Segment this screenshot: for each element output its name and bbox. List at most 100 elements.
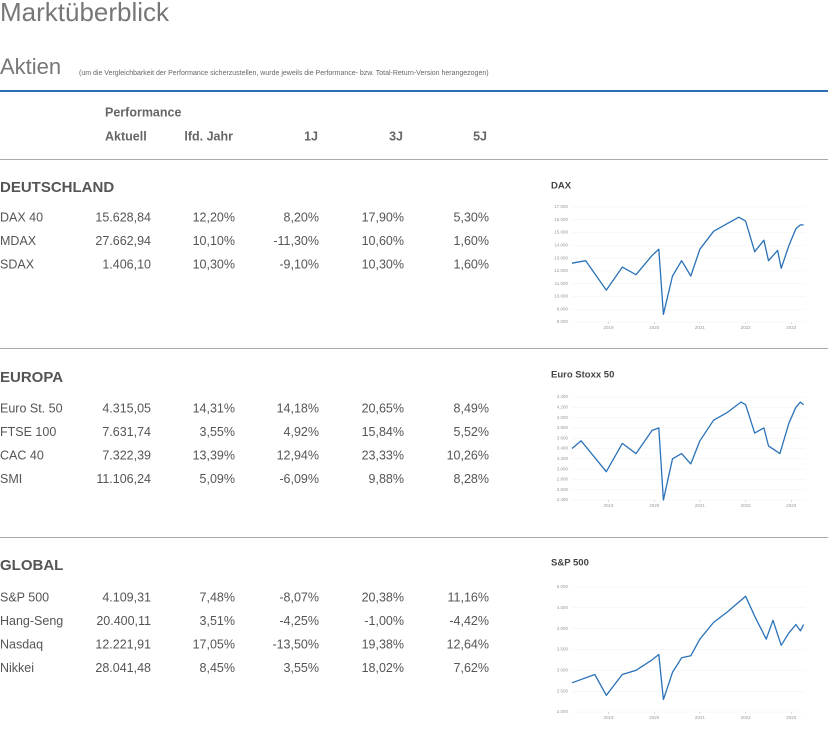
cell: 7.322,39 xyxy=(102,448,151,462)
y-tick-label: 3.400 xyxy=(557,446,569,451)
y-tick-label: 11.000 xyxy=(555,281,569,286)
separator xyxy=(0,348,828,349)
column-header: Aktuell xyxy=(105,129,147,143)
x-tick-label: 2021 xyxy=(695,503,706,508)
cell: 15,84% xyxy=(362,425,404,439)
row-name: S&P 500 xyxy=(0,590,49,604)
line xyxy=(571,401,805,501)
cell: 10,30% xyxy=(362,257,404,271)
row-name: DAX 40 xyxy=(0,210,43,224)
cell: 7.631,74 xyxy=(102,425,151,439)
cell: 8,49% xyxy=(454,401,489,415)
x-tick-label: 2023 xyxy=(786,503,797,508)
cell: 1.406,10 xyxy=(102,257,151,271)
y-tick-label: 3.600 xyxy=(557,435,569,440)
chart-title: S&P 500 xyxy=(551,558,589,569)
x-tick-label: 2019 xyxy=(604,715,615,720)
y-tick-label: 4.000 xyxy=(557,626,569,631)
cell: -8,07% xyxy=(279,590,319,604)
y-tick-label: 2.000 xyxy=(557,709,569,714)
y-tick-label: 15.000 xyxy=(554,230,568,235)
y-tick-label: 16.000 xyxy=(554,217,568,222)
row-name: Euro St. 50 xyxy=(0,401,63,415)
cell: 10,30% xyxy=(193,257,235,271)
y-tick-label: 10.000 xyxy=(554,294,568,299)
cell: 12.221,91 xyxy=(95,637,151,651)
y-tick-label: 3.500 xyxy=(557,647,569,652)
cell: 8,45% xyxy=(200,661,235,675)
row-name: CAC 40 xyxy=(0,448,44,462)
cell: 14,31% xyxy=(193,401,235,415)
cell: 4.315,05 xyxy=(102,401,151,415)
x-tick-label: 2022 xyxy=(741,503,752,508)
x-tick-label: 2021 xyxy=(695,325,706,330)
y-tick-label: 5.000 xyxy=(557,584,569,589)
y-tick-label: 13.000 xyxy=(554,255,568,260)
row-name: Nikkei xyxy=(0,661,34,675)
x-tick-label: 2020 xyxy=(649,715,660,720)
cell: -4,42% xyxy=(449,614,489,628)
y-tick-label: 12.000 xyxy=(554,268,568,273)
row-name: Nasdaq xyxy=(0,637,43,651)
cell: 13,39% xyxy=(193,448,235,462)
cell: 14,18% xyxy=(277,401,319,415)
x-tick-label: 2020 xyxy=(649,325,660,330)
chart-title: Euro Stoxx 50 xyxy=(551,370,614,381)
y-tick-label: 4.500 xyxy=(557,605,569,610)
separator xyxy=(0,159,828,160)
cell: 20.400,11 xyxy=(96,614,151,628)
cell: 4,92% xyxy=(284,425,319,439)
cell: 9,88% xyxy=(369,472,404,486)
cell: 11.106,24 xyxy=(96,472,151,486)
cell: -11,30% xyxy=(273,234,319,248)
cell: -13,50% xyxy=(272,637,319,651)
cell: 18,02% xyxy=(362,661,404,675)
row-name: SDAX xyxy=(0,257,35,271)
y-tick-label: 3.000 xyxy=(557,668,569,673)
x-tick-label: 2019 xyxy=(604,503,615,508)
cell: -4,25% xyxy=(279,614,319,628)
cell: 12,64% xyxy=(447,637,489,651)
cell: 10,26% xyxy=(447,448,489,462)
separator xyxy=(0,537,828,538)
y-tick-label: 2.600 xyxy=(557,487,569,492)
column-header: lfd. Jahr xyxy=(184,129,233,143)
x-tick-label: 2022 xyxy=(741,715,752,720)
row-name: MDAX xyxy=(0,234,37,248)
y-tick-label: 2.400 xyxy=(557,497,569,502)
y-tick-label: 3.000 xyxy=(557,466,569,471)
x-tick-label: 2019 xyxy=(604,325,615,330)
cell: 8,20% xyxy=(284,210,319,224)
row-name: Hang-Seng xyxy=(0,614,63,628)
y-tick-label: 4.400 xyxy=(557,394,569,399)
note: (um die Vergleichbarkeit der Performance… xyxy=(79,70,489,77)
column-header: 3J xyxy=(389,129,403,143)
cell: 12,94% xyxy=(277,448,319,462)
cell: 4.109,31 xyxy=(102,590,151,604)
y-tick-label: 4.000 xyxy=(557,415,569,420)
cell: 17,05% xyxy=(193,637,235,651)
line xyxy=(571,595,805,701)
subtitle: Aktien xyxy=(0,54,61,79)
cell: 7,62% xyxy=(454,661,489,675)
y-tick-label: 2.800 xyxy=(557,477,569,482)
section-title: EUROPA xyxy=(0,369,63,386)
cell: 15.628,84 xyxy=(95,210,151,224)
cell: 5,09% xyxy=(200,472,235,486)
cell: 20,65% xyxy=(362,401,404,415)
x-tick-label: 2021 xyxy=(695,715,706,720)
row-name: SMI xyxy=(0,472,22,486)
cell: 20,38% xyxy=(362,590,404,604)
cell: 7,48% xyxy=(200,590,235,604)
x-tick-label: 2023 xyxy=(786,325,797,330)
y-tick-label: 17.000 xyxy=(554,204,568,209)
cell: 12,20% xyxy=(193,210,235,224)
y-tick-label: 14.000 xyxy=(554,243,568,248)
line xyxy=(571,216,804,315)
cell: 1,60% xyxy=(454,234,489,248)
y-tick-label: 2.500 xyxy=(557,688,569,693)
group-header: Performance xyxy=(105,105,181,119)
cell: 23,33% xyxy=(362,448,404,462)
cell: 8,28% xyxy=(454,472,489,486)
